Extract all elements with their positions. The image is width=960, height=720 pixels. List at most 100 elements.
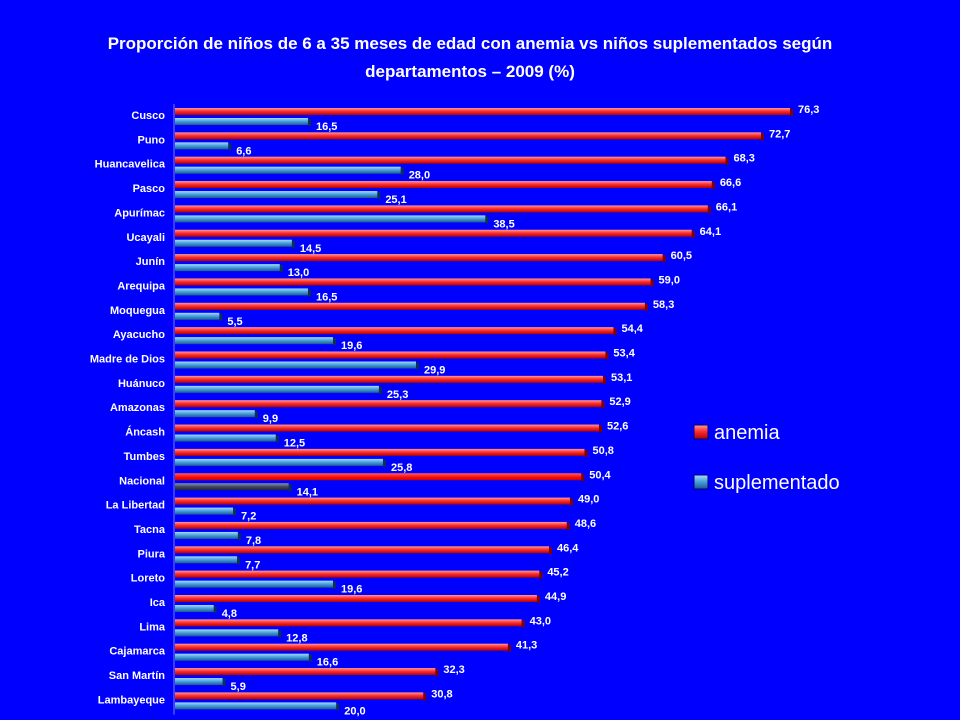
anemia-value-label: 50,8 [592,445,613,457]
suplementado-bar [175,653,309,661]
anemia-bar-side [566,522,570,530]
anemia-value-label: 53,1 [611,372,632,384]
anemia-bar-side [725,157,729,165]
category-label: Piura [137,548,165,560]
suplementado-bar [175,166,401,174]
anemia-bar-side [605,352,609,360]
category-label: Moquegua [110,305,166,317]
category-label: Tumbes [124,451,165,463]
anemia-bar [175,668,436,676]
suplementado-value-label: 12,8 [286,632,307,644]
suplementado-value-label: 19,6 [341,340,362,352]
suplementado-bar [175,458,383,466]
anemia-bar-side [707,206,711,214]
suplementado-bar-side [291,240,295,248]
anemia-bar [175,400,602,408]
anemia-bar-side [603,376,607,384]
anemia-bar [175,473,582,481]
suplementado-value-label: 14,1 [297,486,318,498]
suplementado-bar [175,191,378,199]
anemia-value-label: 59,0 [659,274,680,286]
anemia-bar-side [507,644,511,652]
category-label: Lambayeque [98,694,165,706]
anemia-bar [175,546,549,554]
anemia-bar-side [790,109,793,116]
category-label: Ucayali [126,232,165,244]
anemia-bar [175,497,570,505]
category-label: Huánuco [118,378,165,390]
suplementado-bar [175,605,214,612]
suplementado-bar [175,410,255,418]
suplementado-value-label: 25,3 [387,389,408,401]
anemia-value-label: 32,3 [443,664,464,676]
suplementado-bar-side [233,508,237,516]
anemia-bar [175,327,614,335]
category-label: Cajamarca [109,646,166,658]
suplementado-bar-side [228,143,232,151]
suplementado-bar [175,337,333,345]
suplementado-value-label: 5,5 [227,316,242,328]
suplementado-bar [175,434,276,442]
anemia-bar-side [711,182,715,190]
bars-layer [173,104,793,715]
suplementado-bar-side [378,386,382,394]
suplementado-bar-side [237,557,241,565]
suplementado-value-label: 16,6 [317,657,338,669]
suplementado-bar [175,118,308,125]
suplementado-value-label: 7,8 [246,535,261,547]
category-label: Arequipa [117,280,166,292]
suplementado-bar-side [275,435,279,443]
suplementado-bar [175,312,220,320]
suplementado-value-label: 28,0 [409,170,430,182]
suplementado-value-label: 9,9 [263,413,278,425]
anemia-value-label: 30,8 [431,688,452,700]
anemia-bar [175,278,651,286]
anemia-bar [175,448,585,456]
suplementado-bar-side [307,289,311,297]
anemia-bar [175,254,663,262]
chart-title: Proporción de niños de 6 a 35 meses de e… [40,30,900,86]
category-label: Loreto [131,573,166,585]
suplementado-bar-side [237,532,241,540]
anemia-bar [175,108,790,115]
anemia-value-label: 76,3 [798,104,819,116]
anemia-value-label: 64,1 [700,226,721,238]
anemia-bar-side [548,547,552,555]
anemia-value-label: 49,0 [578,494,599,506]
category-label: Áncash [125,426,165,439]
legend-suplementado-swatch [693,474,709,490]
suplementado-value-label: 19,6 [341,584,362,596]
anemia-bar-side [521,620,525,628]
anemia-value-label: 66,1 [716,201,737,213]
suplementado-bar-side [278,630,282,638]
suplementado-bar-side [254,411,258,419]
category-label: Apurímac [114,207,165,219]
anemia-value-label: 58,3 [653,299,674,311]
legend: anemia suplementado [693,422,840,494]
anemia-value-label: 48,6 [575,518,596,530]
anemia-value-label: 43,0 [530,615,551,627]
category-label: Amazonas [110,402,165,414]
anemia-bar-side [662,255,666,263]
suplementado-bar-side [382,459,386,467]
category-label: Junín [136,256,166,268]
suplementado-bar-side [308,654,312,662]
anemia-bar [175,643,508,651]
anemia-bar-side [423,693,427,701]
anemia-value-label: 41,3 [516,640,537,652]
anemia-bar-side [598,425,602,433]
anemia-value-label: 66,6 [720,177,741,189]
suplementado-bar-side [332,581,336,589]
suplementado-bar [175,507,234,515]
anemia-bar [175,595,537,602]
anemia-value-label: 53,4 [613,348,635,360]
legend-anemia-swatch [693,424,709,440]
chart-title-line-2: departamentos – 2009 (%) [365,62,575,81]
category-label: Tacna [134,524,166,536]
suplementado-bar [175,702,337,710]
suplementado-value-label: 12,5 [284,438,305,450]
anemia-value-label: 68,3 [734,153,755,165]
suplementado-value-label: 38,5 [493,218,514,230]
anemia-bar-side [539,571,543,579]
anemia-bar-side [760,133,764,141]
